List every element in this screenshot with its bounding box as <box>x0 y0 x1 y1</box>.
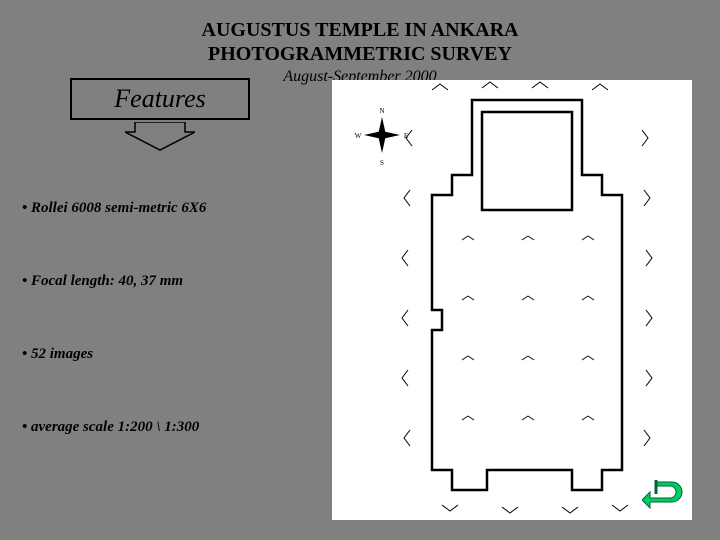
bullet-item: • Rollei 6008 semi-metric 6X6 <box>22 200 206 217</box>
bullet-item: • Focal length: 40, 37 mm <box>22 273 206 290</box>
return-icon[interactable] <box>642 474 686 510</box>
down-arrow-icon <box>125 122 195 152</box>
bullet-list: • Rollei 6008 semi-metric 6X6 • Focal le… <box>22 200 206 492</box>
features-label: Features <box>114 84 205 114</box>
features-box: Features <box>70 78 250 120</box>
svg-text:S: S <box>380 159 384 167</box>
svg-text:N: N <box>379 107 384 115</box>
title-line-1: AUGUSTUS TEMPLE IN ANKARA <box>0 18 720 42</box>
title-line-2: PHOTOGRAMMETRIC SURVEY <box>0 42 720 66</box>
compass-icon: N E S W <box>355 107 408 167</box>
bullet-item: • average scale 1:200 \ 1:300 <box>22 419 206 436</box>
bullet-item: • 52 images <box>22 346 206 363</box>
floor-plan: N E S W <box>332 80 692 520</box>
svg-text:W: W <box>355 132 362 140</box>
